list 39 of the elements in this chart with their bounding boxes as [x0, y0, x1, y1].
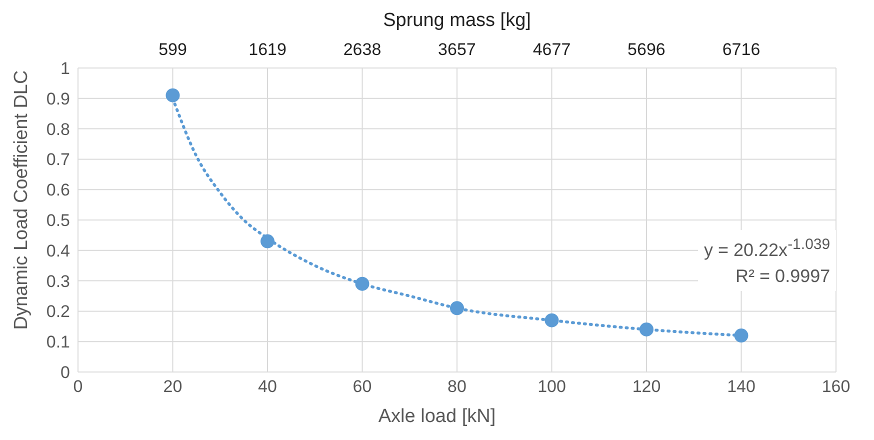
y-tick-label: 0.6	[46, 180, 70, 200]
point	[260, 234, 274, 248]
x2-tick-label: 2638	[343, 40, 382, 60]
annotation: R² = 0.9997	[734, 265, 830, 288]
y-tick-label: 0.1	[46, 332, 70, 352]
x2-tick-label: 6716	[722, 40, 760, 60]
x-axis-title: Axle load [kN]	[377, 406, 497, 428]
y-tick-label: 0.9	[46, 89, 70, 108]
x-tick-label: 60	[352, 377, 372, 396]
x2-tick-label: 599	[158, 40, 187, 60]
point	[544, 313, 559, 328]
x2-tick-label: 4677	[532, 40, 571, 60]
x2-axis-title: Sprung mass [kg]	[382, 10, 532, 32]
x-tick-label: 80	[448, 377, 466, 396]
x-tick-label: 0	[73, 377, 83, 396]
x-tick-label: 20	[163, 377, 182, 396]
x2-tick-label: 3657	[438, 40, 476, 60]
x2-tick-label: 5696	[628, 40, 666, 60]
point	[734, 328, 748, 343]
point	[355, 276, 370, 291]
y-tick-label: 0.7	[46, 150, 70, 170]
point	[640, 322, 654, 336]
y-tick-label: 0.4	[46, 241, 70, 260]
x-tick-label: 100	[538, 377, 566, 396]
y-tick-label: 0.5	[46, 211, 70, 230]
x2-tick-label: 1619	[248, 40, 286, 60]
y-tick-label: 0.8	[46, 120, 70, 139]
x-tick-label: 160	[822, 377, 850, 396]
y-tick-label: 1	[60, 59, 70, 78]
point	[450, 301, 464, 316]
y-tick-label: 0	[60, 363, 70, 382]
annotation: y = 20.22x$^{-1.039}$	[704, 235, 830, 262]
y-tick-label: 0.2	[46, 302, 70, 322]
point	[166, 88, 180, 102]
y-tick-label: 0.3	[46, 272, 70, 291]
x-tick-label: 140	[727, 377, 756, 396]
x-tick-label: 40	[258, 377, 277, 396]
x-tick-label: 120	[632, 377, 661, 396]
y-axis-title: Dynamic Load Coefficient DLC	[11, 70, 33, 330]
